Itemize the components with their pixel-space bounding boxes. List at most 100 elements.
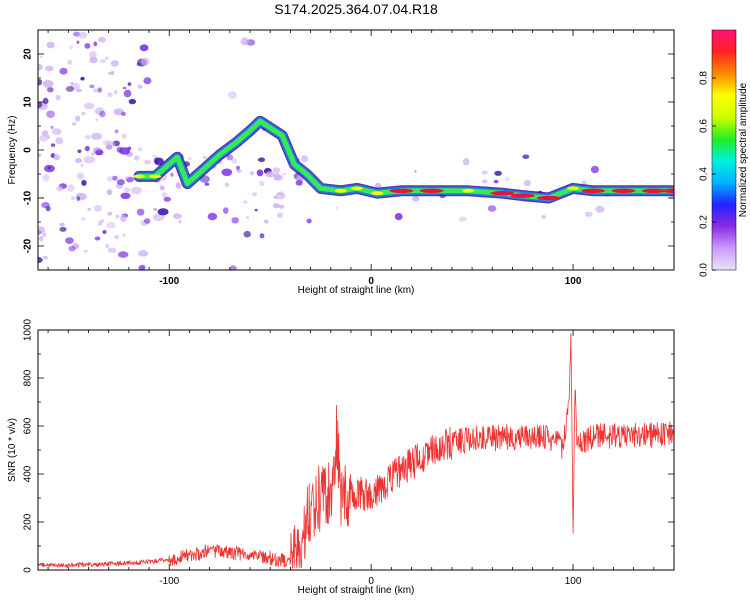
spectrogram-speckle: [272, 167, 281, 174]
spectrogram-speckle: [118, 251, 129, 258]
spectrogram-speckle: [236, 169, 242, 173]
spectrogram-speckle: [505, 176, 510, 182]
spectrogram-speckle: [175, 184, 182, 189]
spectrogram-speckle: [106, 189, 113, 196]
spectrogram-speckle: [83, 102, 95, 110]
spectrogram-speckle: [227, 91, 237, 99]
y-tick-label: 1000: [23, 318, 34, 341]
spectrogram-speckle: [67, 184, 75, 193]
spectrogram-speckle: [107, 211, 113, 216]
spectrogram-speckle: [76, 40, 80, 44]
snr-series-line: [38, 332, 674, 569]
snr-x-axis-label: Height of straight line (km): [298, 585, 415, 596]
spectrogram-speckle: [77, 31, 88, 39]
spectrogram-speckle: [137, 147, 143, 152]
spectrogram-speckle: [50, 143, 56, 147]
spectrogram-speckle: [105, 141, 116, 148]
spectrogram-y-axis-label: Frequency (Hz): [7, 116, 18, 185]
spectrogram-speckle: [84, 134, 91, 140]
y-tick-label: 0: [23, 147, 34, 153]
spectrogram-speckle: [116, 179, 125, 186]
spectrogram-speckle: [127, 82, 132, 86]
ridge-highlight: [351, 186, 363, 191]
ridge-peak: [536, 195, 561, 201]
spectrogram-speckle: [282, 172, 287, 176]
spectrogram-speckle: [56, 185, 64, 192]
spectrogram-speckle: [102, 139, 112, 146]
spectrogram-speckle: [277, 191, 284, 197]
spectrogram-speckle: [76, 196, 81, 202]
spectrogram-speckle: [65, 237, 74, 245]
spectrogram-speckle: [394, 213, 403, 221]
spectrogram-speckle: [113, 89, 118, 95]
spectrogram-speckle: [91, 152, 95, 156]
x-tick-label: -100: [159, 276, 179, 287]
spectrogram-speckle: [65, 86, 74, 92]
spectrogram-speckle: [120, 214, 127, 223]
spectrogram-speckle: [84, 145, 90, 152]
spectrogram-speckle: [48, 166, 51, 170]
spectrogram-speckle: [257, 157, 266, 162]
spectrogram-speckle: [93, 205, 102, 212]
colorbar: 0.0 0.2 0.4 0.6 0.8 Normalized spectral ampl…: [699, 29, 749, 277]
spectrogram-speckle: [540, 215, 547, 219]
spectrogram-speckle: [75, 115, 81, 122]
spectrogram-speckle: [38, 257, 43, 263]
spectrogram-speckle: [278, 204, 285, 209]
spectrogram-speckle: [42, 97, 49, 105]
colorbar-ticks: 0.0 0.2 0.4 0.6 0.8: [699, 71, 716, 277]
spectrogram-speckle: [243, 230, 251, 238]
spectrogram-speckle: [81, 217, 86, 221]
spectrogram-speckle: [76, 88, 82, 93]
spectrogram-speckle: [42, 232, 47, 237]
spectrogram-speckle: [105, 243, 109, 249]
ridge-peak: [510, 193, 535, 198]
spectrogram-speckle: [154, 157, 164, 166]
spectrogram-speckle: [107, 247, 117, 253]
spectrogram-speckle: [274, 176, 282, 181]
spectrogram-speckle: [252, 192, 258, 196]
spectrogram-speckle: [69, 45, 73, 50]
spectrogram-speckle: [223, 207, 229, 214]
spectrogram-speckle: [59, 226, 67, 232]
spectrogram-speckle: [120, 192, 131, 199]
spectrogram-speckle: [107, 92, 113, 98]
spectrogram-speckle: [55, 94, 61, 101]
x-tick-label: 100: [565, 576, 582, 587]
figure-title: S174.2025.364.07.04.R18: [274, 1, 438, 17]
spectrogram-speckle: [89, 56, 98, 64]
spectrogram-speckle: [102, 230, 107, 234]
spectrogram-speckle: [412, 195, 420, 202]
spectrogram-speckle: [84, 249, 88, 253]
spectrogram-speckle: [45, 65, 54, 72]
spectrogram-speckle: [152, 154, 157, 158]
spectrogram-speckle: [80, 163, 84, 167]
spectrogram-speckle: [276, 212, 283, 218]
spectrogram-speckle: [264, 219, 269, 224]
spectrogram-speckle: [172, 213, 182, 220]
spectrogram-speckle: [494, 170, 502, 176]
spectrogram-speckle: [250, 171, 254, 176]
spectrogram-speckle: [72, 122, 76, 126]
spectrogram-speckle: [98, 220, 103, 226]
spectrogram-speckle: [487, 205, 497, 212]
ridge-highlight: [133, 174, 145, 179]
spectrogram-speckle: [159, 186, 165, 191]
spectrogram-speckle: [273, 195, 279, 200]
spectrogram-speckle: [231, 217, 239, 224]
spectrogram-speckle: [111, 175, 118, 181]
spectrogram-speckle: [144, 159, 152, 165]
spectrogram-speckle: [178, 220, 182, 224]
snr-background: [38, 330, 674, 570]
ridge-highlight: [371, 191, 384, 195]
spectrogram-speckle: [112, 140, 121, 147]
spectrogram-speckle: [46, 110, 56, 118]
spectrogram-speckle: [77, 172, 85, 180]
spectrogram-speckle: [41, 196, 44, 199]
spectrogram-speckle: [106, 221, 116, 229]
spectrogram-speckle: [95, 118, 98, 122]
y-tick-label: 10: [23, 96, 34, 108]
y-tick-label: -10: [23, 190, 34, 205]
spectrogram-speckle: [84, 43, 91, 49]
